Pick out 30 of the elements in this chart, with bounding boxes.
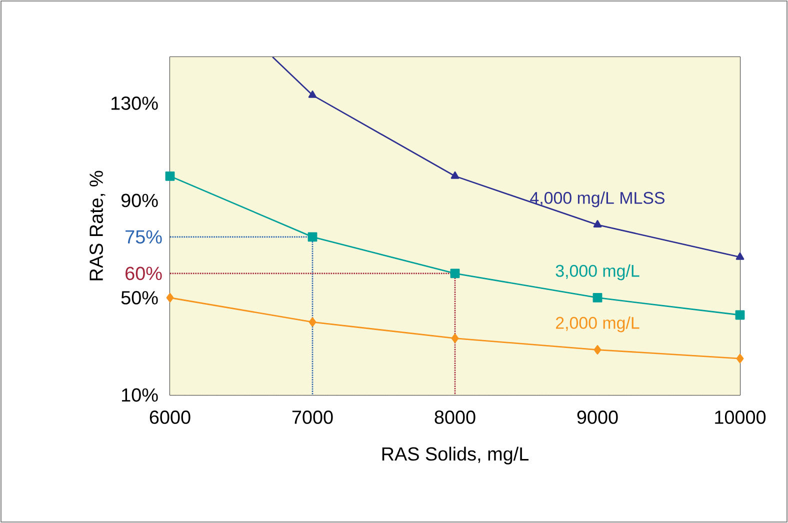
- series-label: 4,000 mg/L MLSS: [530, 191, 664, 208]
- y-tick-label: 10%: [122, 388, 158, 402]
- point: [308, 90, 317, 98]
- y-tick-label: 50%: [121, 291, 158, 304]
- point: [450, 268, 460, 278]
- y-axis-title: RAS Rate, %: [90, 170, 106, 280]
- point: [165, 171, 175, 181]
- point: [166, 293, 174, 302]
- x-tick-label: 7000: [292, 410, 333, 424]
- series-label: 3,000 mg/L: [556, 264, 640, 280]
- x-tick-label: 10000: [715, 410, 766, 424]
- point: [736, 354, 744, 364]
- point: [735, 310, 745, 320]
- x-tick-label: 6000: [150, 410, 190, 424]
- x-tick-label: 8000: [434, 410, 476, 424]
- annotation: 75%: [126, 230, 162, 244]
- point: [593, 220, 602, 228]
- point: [594, 345, 602, 354]
- point: [451, 334, 459, 344]
- point: [736, 252, 744, 260]
- point: [592, 293, 602, 302]
- annotation: 60%: [126, 266, 162, 280]
- series-label: 2,000 mg/L: [556, 316, 640, 332]
- point: [308, 232, 318, 242]
- x-tick-label: 9000: [577, 410, 618, 424]
- point: [450, 171, 460, 179]
- x-axis-title: RAS Solids, mg/L: [382, 446, 529, 464]
- point: [308, 317, 316, 327]
- y-tick-label: 130%: [112, 96, 158, 110]
- y-tick-label: 90%: [121, 194, 158, 208]
